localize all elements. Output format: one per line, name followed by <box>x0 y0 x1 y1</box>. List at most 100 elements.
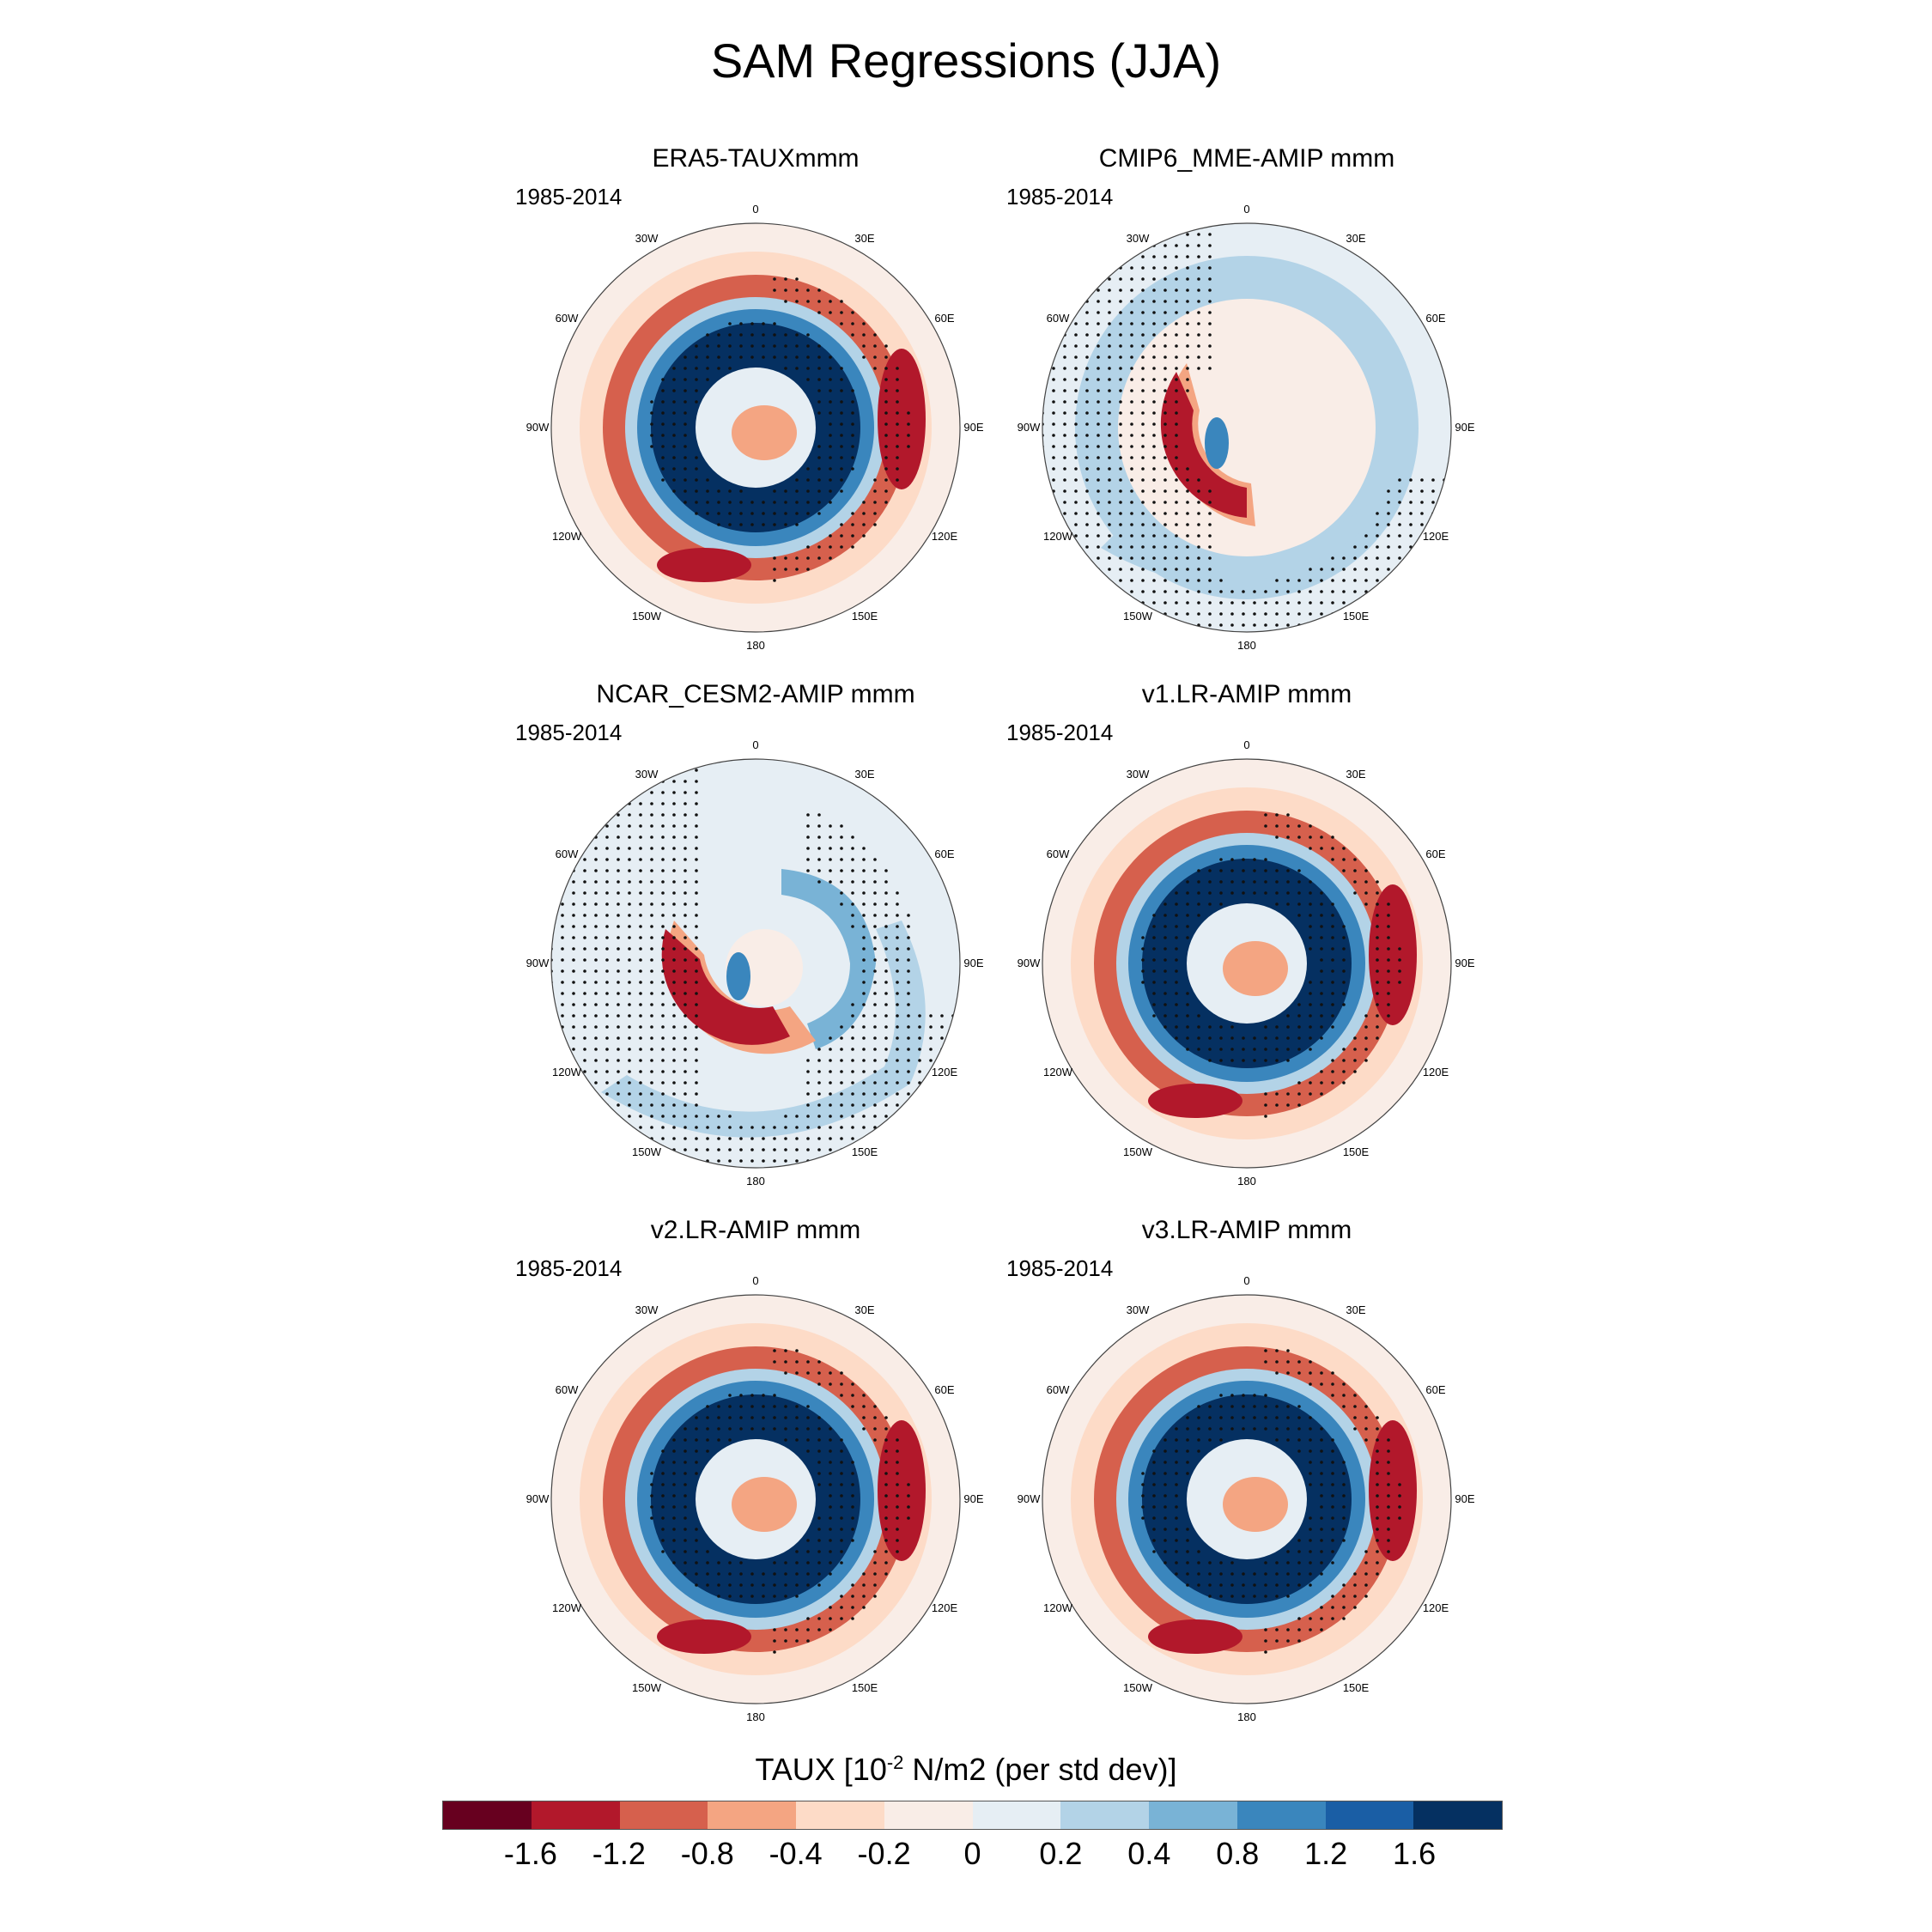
stipple-dot <box>672 378 676 381</box>
stipple-dot <box>1141 355 1145 359</box>
stipple-dot <box>672 445 676 448</box>
stipple-dot <box>1186 936 1189 939</box>
stipple-dot <box>695 1059 698 1062</box>
stipple-dot <box>605 914 609 917</box>
stipple-dot <box>661 445 665 448</box>
stipple-dot <box>1387 579 1390 582</box>
stipple-dot <box>851 1494 854 1498</box>
stipple-dot <box>1152 255 1156 258</box>
colorbar-box <box>1149 1801 1237 1829</box>
stipple-dot <box>739 1159 743 1163</box>
longitude-label: 180 <box>1237 1710 1256 1723</box>
stipple-dot <box>617 1048 620 1051</box>
colorbar-box <box>1060 1801 1149 1829</box>
stipple-dot <box>728 1405 732 1408</box>
longitude-label: 150W <box>632 1681 662 1694</box>
stipple-dot <box>605 1081 609 1084</box>
stipple-dot <box>1085 434 1089 437</box>
stipple-dot <box>1208 556 1212 560</box>
stipple-dot <box>1130 523 1133 526</box>
stipple-dot <box>1175 1461 1178 1464</box>
stipple-dot <box>784 1405 787 1408</box>
stipple-dot <box>1275 813 1279 817</box>
stipple-dot <box>773 1137 776 1140</box>
stipple-dot <box>605 958 609 962</box>
stipple-dot <box>1309 1628 1312 1631</box>
stipple-dot <box>605 824 609 828</box>
stipple-dot <box>773 489 776 493</box>
stipple-dot <box>1353 1394 1357 1397</box>
stipple-dot <box>1074 590 1078 593</box>
stipple-dot <box>929 1092 933 1096</box>
stipple-dot <box>1052 300 1055 303</box>
stipple-dot <box>1320 1617 1323 1620</box>
stipple-dot <box>1197 1036 1200 1040</box>
stipple-dot <box>896 411 899 415</box>
stipple-dot <box>1197 266 1200 270</box>
stipple-dot <box>717 1115 720 1118</box>
stipple-dot <box>907 1059 910 1062</box>
stipple-dot <box>862 1416 866 1419</box>
stipple-dot <box>739 1416 743 1419</box>
stipple-dot <box>884 1070 888 1073</box>
stipple-dot <box>1264 880 1267 884</box>
stipple-dot <box>806 489 810 493</box>
stipple-dot <box>1097 400 1100 404</box>
stipple-dot <box>617 1025 620 1029</box>
stipple-dot <box>1074 289 1078 292</box>
stipple-dot <box>717 367 720 370</box>
stipple-dot <box>1186 467 1189 471</box>
stipple-dot <box>862 869 866 872</box>
stipple-dot <box>683 367 687 370</box>
stipple-dot <box>1353 579 1357 582</box>
stipple-dot <box>1197 534 1200 538</box>
stipple-dot <box>572 914 575 917</box>
stipple-dot <box>851 835 854 839</box>
stipple-dot <box>1063 400 1066 404</box>
stipple-dot <box>1108 277 1111 281</box>
stipple-dot <box>1376 891 1379 895</box>
stipple-dot <box>1119 244 1122 247</box>
panel-v1-lr: v1.LR-AMIP mmm 1985-2014 0 30E 60E 90E 120E 1… <box>1006 680 1625 1212</box>
panel-period: 1985-2014 <box>515 1255 623 1281</box>
stipple-dot <box>1163 545 1167 549</box>
stipple-dot <box>918 1126 921 1129</box>
stipple-dot <box>572 1092 575 1096</box>
stipple-dot <box>918 1148 921 1151</box>
stipple-dot <box>1163 300 1167 303</box>
stipple-dot <box>1230 623 1234 627</box>
stipple-dot <box>706 1416 709 1419</box>
stipple-dot <box>1152 434 1156 437</box>
stipple-dot <box>617 791 620 794</box>
stipple-dot <box>695 1461 698 1464</box>
stipple-dot <box>683 981 687 984</box>
stipple-dot <box>561 958 564 962</box>
stipple-dot <box>1275 590 1279 593</box>
stipple-dot <box>884 378 888 381</box>
stipple-dot <box>639 969 642 973</box>
stipple-dot <box>650 958 653 962</box>
stipple-dot <box>1297 1081 1301 1084</box>
stipple-dot <box>1097 322 1100 325</box>
stipple-dot <box>840 1159 843 1163</box>
stipple-dot <box>1108 590 1111 593</box>
stipple-dot <box>1152 311 1156 314</box>
stipple-dot <box>551 1003 553 1006</box>
stipple-dot <box>605 1025 609 1029</box>
stipple-dot <box>1208 355 1212 359</box>
stipple-dot <box>873 1561 877 1564</box>
stipple-dot <box>1197 289 1200 292</box>
stipple-dot <box>1141 445 1145 448</box>
stipple-dot <box>551 880 553 884</box>
stipple-dot <box>1208 1405 1212 1408</box>
contour-sector <box>661 929 790 1045</box>
stipple-dot <box>1230 1405 1234 1408</box>
stipple-dot <box>1163 311 1167 314</box>
stipple-dot <box>817 289 821 292</box>
stipple-dot <box>1242 601 1245 605</box>
stipple-dot <box>884 1539 888 1542</box>
map-outline <box>550 758 961 1169</box>
stipple-dot <box>1119 445 1122 448</box>
stipple-dot <box>1108 523 1111 526</box>
stipple-dot <box>605 791 609 794</box>
